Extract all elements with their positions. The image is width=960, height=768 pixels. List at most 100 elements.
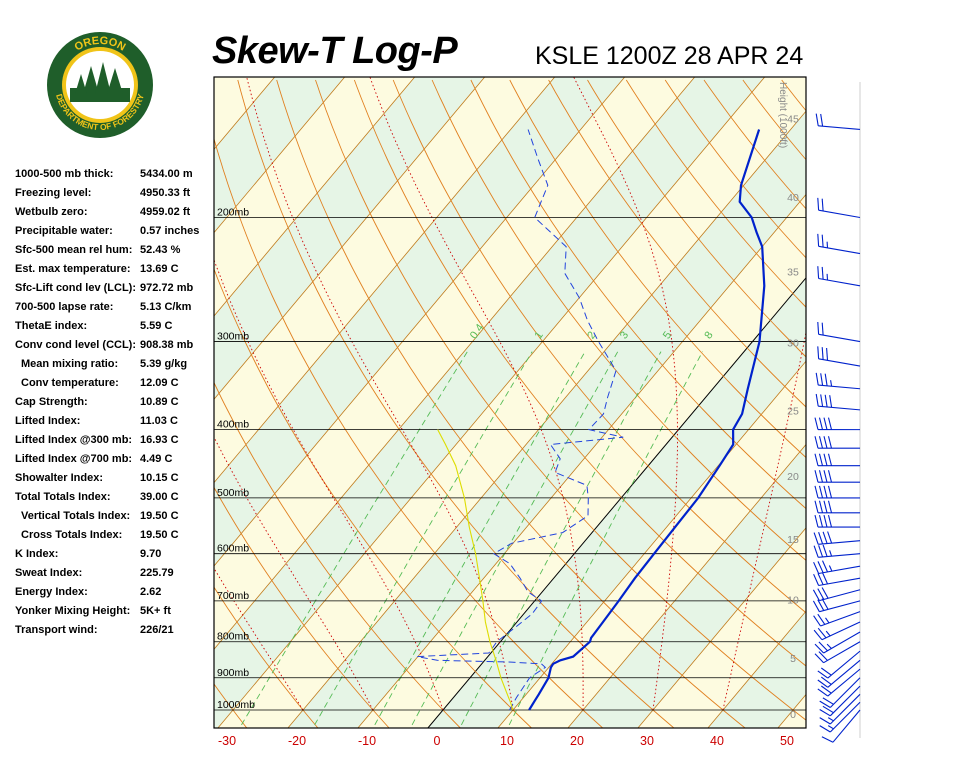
index-label: Wetbulb zero: — [15, 206, 88, 218]
height-tick-label: 35 — [787, 266, 799, 278]
index-value: 19.50 C — [140, 529, 179, 541]
index-label: Lifted Index @700 mb: — [15, 453, 133, 465]
index-row: Sfc-500 mean rel hum: 52.43 % — [15, 244, 215, 263]
index-value: 908.38 mb — [140, 339, 194, 351]
index-row: Sweat Index: 225.79 — [15, 567, 215, 586]
index-value: 19.50 C — [140, 510, 179, 522]
index-label: K Index: — [15, 548, 59, 560]
index-value: 5K+ ft — [140, 605, 171, 617]
index-label: Freezing level: — [15, 187, 92, 199]
dry-adiabat — [214, 267, 532, 728]
index-label: Precipitable water: — [15, 225, 113, 237]
x-tick-label: 0 — [434, 734, 441, 748]
dry-adiabat — [703, 79, 806, 210]
index-value: 10.89 C — [140, 396, 179, 408]
height-axis-label: Height (1000ft) — [777, 82, 788, 148]
wind-barb — [813, 544, 861, 558]
logo-seal-icon: OREGON DEPARTMENT OF FORESTRY — [47, 32, 153, 138]
index-row: Sfc-Lift cond lev (LCL): 972.72 mb — [15, 282, 215, 301]
wind-barb — [812, 587, 861, 602]
height-tick-label: 5 — [790, 653, 796, 665]
height-tick-label: 15 — [787, 534, 799, 546]
dry-adiabat — [470, 79, 806, 510]
wind-barbs — [812, 113, 861, 743]
index-value: 5.13 C/km — [140, 301, 192, 313]
dry-adiabat — [781, 79, 806, 112]
wind-barb — [814, 641, 861, 664]
index-value: 4950.33 ft — [140, 187, 191, 199]
station-time-label: KSLE 1200Z 28 APR 24 — [535, 42, 804, 70]
x-tick-label: -30 — [218, 734, 236, 748]
mixing-ratio-line — [241, 351, 468, 726]
index-label: Total Totals Index: — [15, 491, 111, 503]
index-label: Transport wind: — [15, 624, 98, 636]
wind-barb — [813, 621, 861, 641]
wind-barb — [817, 346, 861, 367]
wind-barb — [814, 631, 861, 654]
dry-adiabat — [509, 79, 806, 459]
x-tick-label: 20 — [570, 734, 584, 748]
pressure-label: 800mb — [217, 631, 249, 643]
index-value: 39.00 C — [140, 491, 179, 503]
pressure-label: 600mb — [217, 543, 249, 555]
dry-adiabat — [237, 79, 675, 728]
index-row: Lifted Index @700 mb: 4.49 C — [15, 453, 215, 472]
height-tick-label: 10 — [787, 594, 799, 606]
isotherm-band — [214, 77, 765, 728]
index-label: 700-500 lapse rate: — [15, 301, 114, 313]
index-label: ThetaE index: — [15, 320, 88, 332]
index-value: 11.03 C — [140, 415, 178, 427]
mixing-ratio-label: 8 — [702, 329, 715, 341]
isotherm-band — [0, 77, 205, 728]
pressure-label: 500mb — [217, 487, 249, 499]
index-value: 226/21 — [140, 624, 174, 636]
isotherm-line — [637, 527, 806, 728]
height-tick-label: 40 — [787, 192, 799, 204]
dry-adiabat — [587, 79, 806, 358]
isotherm-line — [214, 77, 696, 650]
index-value: 9.70 — [140, 548, 162, 560]
height-tick-label: 45 — [787, 114, 799, 126]
index-label: Sweat Index: — [15, 567, 83, 579]
isotherm-line — [214, 77, 626, 567]
index-row: Freezing level: 4950.33 ft — [15, 187, 215, 206]
index-row: ThetaE index: 5.59 C — [15, 320, 215, 339]
index-row: Conv temperature: 12.09 C — [15, 377, 215, 396]
index-row: Wetbulb zero: 4959.02 ft — [15, 206, 215, 225]
index-label: Cross Totals Index: — [21, 529, 123, 541]
x-tick-label: 30 — [640, 734, 654, 748]
logo-top-text: OREGON — [73, 35, 128, 54]
wind-barb — [814, 500, 861, 514]
moist-adiabat — [214, 436, 374, 711]
wind-barb — [813, 611, 861, 627]
wind-barb — [819, 693, 861, 725]
index-row: Precipitable water: 0.57 inches — [15, 225, 215, 244]
index-value: 10.15 C — [140, 472, 179, 484]
dry-adiabat — [0, 80, 176, 728]
dewpoint-trace — [417, 129, 624, 711]
index-label: Conv cond level (CCL): — [15, 339, 137, 351]
wind-barb — [814, 417, 861, 431]
index-label: Lifted Index: — [15, 415, 81, 427]
oregon-forestry-logo: OREGON DEPARTMENT OF FORESTRY — [45, 30, 155, 140]
index-value: 2.62 — [140, 586, 162, 598]
mixing-ratio-label: 2 — [585, 329, 598, 341]
dry-adiabat — [431, 79, 806, 561]
wind-barb — [817, 197, 861, 219]
index-label: Sfc-500 mean rel hum: — [15, 244, 133, 256]
dry-adiabat — [392, 79, 806, 614]
wind-barb — [815, 113, 861, 131]
wind-barb — [815, 372, 861, 390]
mixing-ratio-line — [508, 351, 703, 726]
index-row: Transport wind: 226/21 — [15, 624, 215, 643]
moist-adiabat — [214, 258, 444, 711]
x-tick-label: -10 — [358, 734, 376, 748]
index-value: 16.93 C — [140, 434, 179, 446]
index-label: Conv temperature: — [21, 377, 119, 389]
isotherm-line — [0, 77, 205, 728]
dry-adiabat — [548, 79, 806, 408]
index-value: 4959.02 ft — [140, 206, 191, 218]
index-row: Showalter Index: 10.15 C — [15, 472, 215, 491]
dry-adiabat — [859, 80, 960, 728]
